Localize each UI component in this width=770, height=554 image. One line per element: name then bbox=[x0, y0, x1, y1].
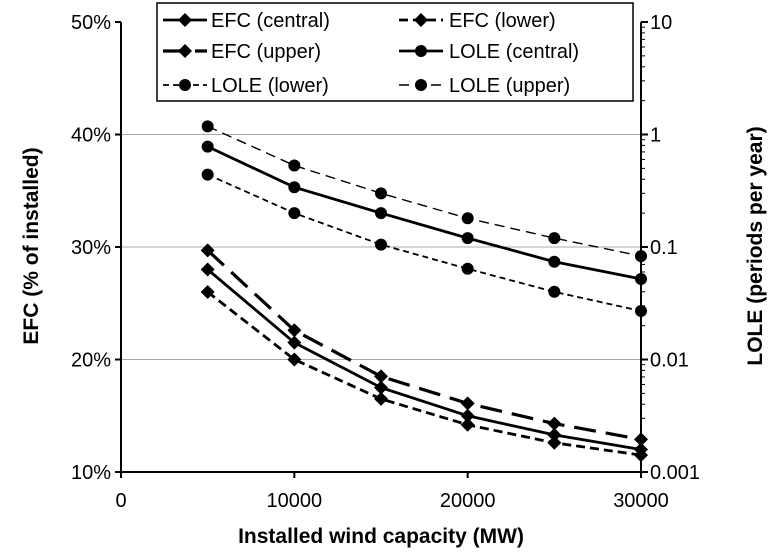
data-point bbox=[375, 207, 387, 220]
data-point bbox=[461, 232, 474, 245]
axes: 10% 20% 30% 40% 50% 0.001 0.01 0.1 1 10 0 10000 2000… bbox=[71, 12, 700, 512]
legend-box bbox=[156, 2, 634, 102]
legend-label: EFC (central) bbox=[211, 10, 330, 32]
data-point bbox=[375, 187, 387, 200]
data-point bbox=[200, 243, 215, 258]
data-point bbox=[548, 255, 561, 268]
legend-label: LOLE (central) bbox=[449, 41, 579, 63]
series-line bbox=[207, 173, 642, 312]
y-axis-left-title: EFC (% of installed) bbox=[20, 147, 43, 344]
legend-item: EFC (central) bbox=[163, 10, 330, 32]
legend-item: EFC (upper) bbox=[163, 41, 321, 63]
data-point bbox=[461, 212, 474, 225]
series-4 bbox=[201, 140, 647, 285]
legend-marker bbox=[178, 44, 192, 58]
data-point bbox=[287, 335, 302, 350]
legend-item: LOLE (lower) bbox=[163, 75, 329, 97]
series-line bbox=[207, 125, 642, 257]
legend-label: EFC (lower) bbox=[449, 10, 556, 32]
series-layer bbox=[200, 120, 648, 463]
data-point bbox=[288, 159, 301, 172]
data-point bbox=[461, 262, 474, 275]
y-left-tick-label: 50% bbox=[71, 12, 111, 34]
data-point bbox=[547, 435, 562, 450]
x-axis-title: Installed wind capacity (MW) bbox=[238, 525, 524, 548]
x-tick-label: 30000 bbox=[613, 490, 669, 512]
legend-label: LOLE (lower) bbox=[211, 75, 329, 97]
data-point bbox=[288, 181, 301, 194]
y-right-tick-label: 0.1 bbox=[650, 237, 678, 259]
y-left-tick-label: 40% bbox=[71, 125, 111, 147]
legend-label: LOLE (upper) bbox=[449, 75, 570, 97]
series-line bbox=[206, 268, 642, 451]
series-line bbox=[206, 290, 642, 457]
legend-marker bbox=[415, 45, 427, 57]
data-point bbox=[200, 285, 215, 299]
x-tick-label: 10000 bbox=[267, 490, 323, 512]
data-point bbox=[201, 168, 214, 181]
y-left-tick-label: 10% bbox=[71, 462, 111, 484]
data-point bbox=[201, 140, 214, 153]
series-6 bbox=[201, 120, 647, 263]
legend-item: LOLE (central) bbox=[399, 41, 579, 63]
legend-marker bbox=[179, 79, 191, 91]
data-point bbox=[548, 285, 561, 298]
data-point bbox=[201, 120, 214, 133]
series-5 bbox=[201, 168, 647, 317]
series-line bbox=[206, 249, 642, 441]
y-right-tick-label: 0.01 bbox=[650, 350, 689, 372]
series-2 bbox=[200, 285, 648, 463]
legend-item: LOLE (upper) bbox=[399, 75, 570, 97]
legend-item: EFC (lower) bbox=[399, 10, 556, 32]
series-3 bbox=[200, 243, 648, 447]
legend-label: EFC (upper) bbox=[211, 41, 321, 63]
y-right-tick-label: 10 bbox=[650, 12, 672, 34]
x-tick-label: 20000 bbox=[440, 490, 496, 512]
y-right-tick-label: 0.001 bbox=[650, 462, 700, 484]
legend-marker bbox=[178, 13, 192, 27]
data-point bbox=[375, 238, 387, 251]
data-point bbox=[547, 416, 562, 431]
data-point bbox=[374, 369, 388, 384]
data-point bbox=[288, 207, 301, 220]
data-point bbox=[287, 323, 302, 338]
series-line bbox=[207, 145, 642, 281]
y-left-tick-label: 30% bbox=[71, 237, 111, 259]
data-point bbox=[548, 232, 561, 245]
x-tick-label: 0 bbox=[115, 490, 126, 512]
legend-marker bbox=[414, 13, 428, 27]
legend-marker bbox=[415, 79, 427, 91]
data-point bbox=[287, 352, 302, 367]
data-point bbox=[374, 380, 388, 395]
data-point bbox=[374, 391, 388, 406]
y-right-tick-label: 1 bbox=[650, 125, 661, 147]
data-point bbox=[460, 417, 475, 432]
y-left-tick-label: 20% bbox=[71, 350, 111, 372]
legend: EFC (central) EFC (lower) EFC (upper) LOLE … bbox=[156, 2, 634, 102]
data-point bbox=[547, 427, 562, 442]
data-point bbox=[460, 396, 475, 411]
data-point bbox=[200, 262, 215, 277]
y-axis-right-title: LOLE (periods per year) bbox=[744, 126, 767, 365]
data-point bbox=[460, 408, 475, 423]
